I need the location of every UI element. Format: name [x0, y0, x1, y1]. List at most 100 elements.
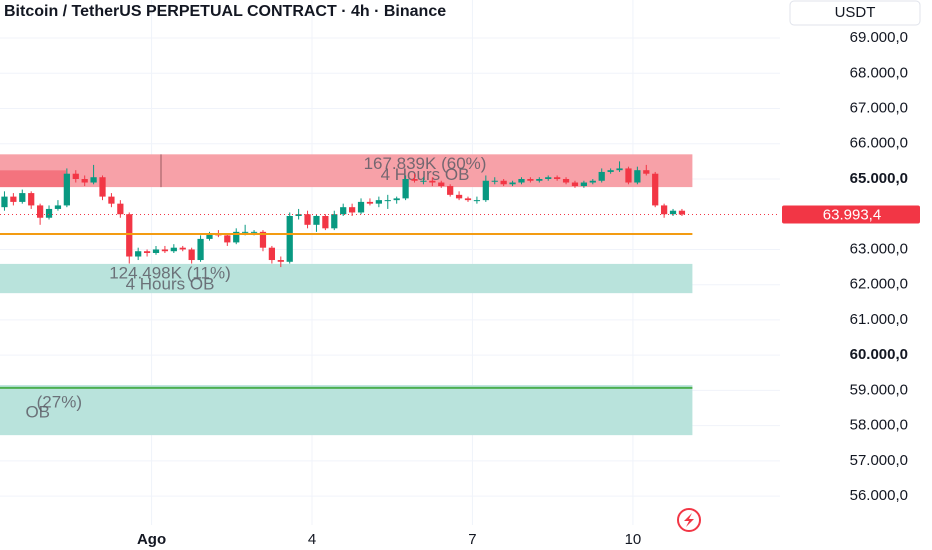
- candle-body: [313, 215, 320, 225]
- candle-body: [571, 182, 579, 187]
- zone-label: 124.498K (11%): [109, 263, 231, 282]
- currency[interactable]: USDT: [835, 4, 876, 21]
- candle-body: [99, 177, 106, 197]
- candle-body: [152, 249, 160, 253]
- candle-body: [36, 205, 44, 218]
- candle-body: [455, 194, 463, 199]
- candle-body: [63, 173, 70, 206]
- zone-label: OB: [25, 403, 50, 422]
- y-tick-label: 57.000,0: [850, 452, 908, 469]
- candle-body: [411, 178, 418, 181]
- candle-body: [393, 198, 400, 201]
- candle-body: [304, 214, 311, 225]
- zone-label: 4 Hours OB: [126, 274, 215, 293]
- order-block-zone: [0, 385, 693, 436]
- candle-body: [429, 180, 436, 183]
- candle-body: [366, 201, 374, 204]
- candle-body: [170, 247, 177, 252]
- candle-body: [536, 178, 543, 181]
- candle-body: [607, 170, 614, 172]
- candle-body: [348, 207, 356, 213]
- candle-body: [45, 208, 53, 218]
- candle-body: [660, 205, 668, 215]
- candle-body: [250, 231, 258, 233]
- last-price-box: [782, 205, 920, 224]
- candle-body: [179, 247, 186, 250]
- order-block-zone: [0, 154, 693, 188]
- y-tick-label: 63.000,0: [850, 240, 908, 257]
- candle-body: [161, 249, 169, 252]
- candle-body: [188, 249, 195, 261]
- candle-body: [357, 201, 365, 213]
- candle-body: [652, 173, 659, 206]
- candle-body: [616, 168, 623, 171]
- candle-body: [384, 200, 391, 202]
- y-tick-label: 66.000,0: [850, 135, 908, 152]
- candle-body: [464, 198, 472, 201]
- candle-body: [19, 193, 26, 202]
- x-tick-label: 10: [625, 531, 642, 548]
- candle-body: [669, 210, 677, 215]
- candle-body: [589, 180, 596, 183]
- candle-body: [375, 200, 382, 204]
- candle-body: [108, 196, 115, 204]
- last-price-label: 63.993,4: [823, 206, 881, 223]
- chart-title: Bitcoin / TetherUS PERPETUAL CONTRACT · …: [4, 3, 446, 20]
- y-tick-label: 62.000,0: [850, 276, 908, 293]
- candle-body: [340, 207, 347, 215]
- candle-body: [72, 173, 79, 179]
- candle-body: [420, 180, 427, 182]
- candle-body: [580, 182, 588, 187]
- candle-body: [1, 196, 8, 208]
- candle-body: [518, 178, 525, 183]
- candle-body: [545, 177, 552, 179]
- candle-body: [10, 196, 17, 202]
- x-tick-label: Ago: [137, 531, 166, 548]
- y-tick-label: 61.000,0: [850, 311, 908, 328]
- order-block-zone: [0, 263, 693, 294]
- candle-body: [224, 235, 231, 243]
- y-tick-label: 60.000,0: [850, 346, 908, 363]
- y-tick-label: 59.000,0: [850, 381, 908, 398]
- candle-body: [402, 178, 409, 199]
- candle-body: [54, 205, 62, 209]
- zone-segment: [0, 170, 66, 188]
- candle-body: [473, 200, 481, 202]
- candle-body: [259, 231, 267, 248]
- zone-label: (27%): [37, 393, 82, 412]
- candle-body: [135, 251, 142, 257]
- currency-box[interactable]: [789, 0, 921, 26]
- candle-body: [438, 182, 445, 187]
- candle-body: [197, 238, 204, 261]
- candle-body: [598, 171, 605, 181]
- candle-body: [554, 177, 561, 179]
- y-tick-label: 68.000,0: [850, 64, 908, 81]
- candle-body: [126, 214, 133, 257]
- candle-body: [143, 251, 151, 253]
- candle-body: [643, 170, 650, 174]
- y-tick-label: 69.000,0: [850, 29, 908, 46]
- candle-body: [242, 231, 249, 233]
- candle-body: [28, 193, 35, 206]
- candle-body: [90, 177, 97, 183]
- candle-body: [527, 178, 534, 181]
- candle-body: [500, 180, 507, 185]
- candle-body: [491, 180, 498, 182]
- candle-body: [331, 214, 338, 229]
- candle-body: [295, 214, 302, 216]
- candle-body: [562, 178, 570, 183]
- candle-body: [634, 170, 641, 183]
- candle-body: [322, 215, 329, 229]
- candle-body: [206, 233, 213, 239]
- lightning-icon[interactable]: [677, 508, 701, 532]
- candle-body: [447, 186, 454, 195]
- candle-body: [268, 247, 276, 261]
- candle-body: [678, 210, 686, 215]
- candle-body: [482, 180, 489, 201]
- candle-body: [509, 182, 516, 185]
- y-tick-label: 58.000,0: [850, 417, 908, 434]
- y-tick-label: 65.000,0: [850, 170, 908, 187]
- candle-body: [286, 215, 293, 262]
- candle-body: [233, 231, 240, 243]
